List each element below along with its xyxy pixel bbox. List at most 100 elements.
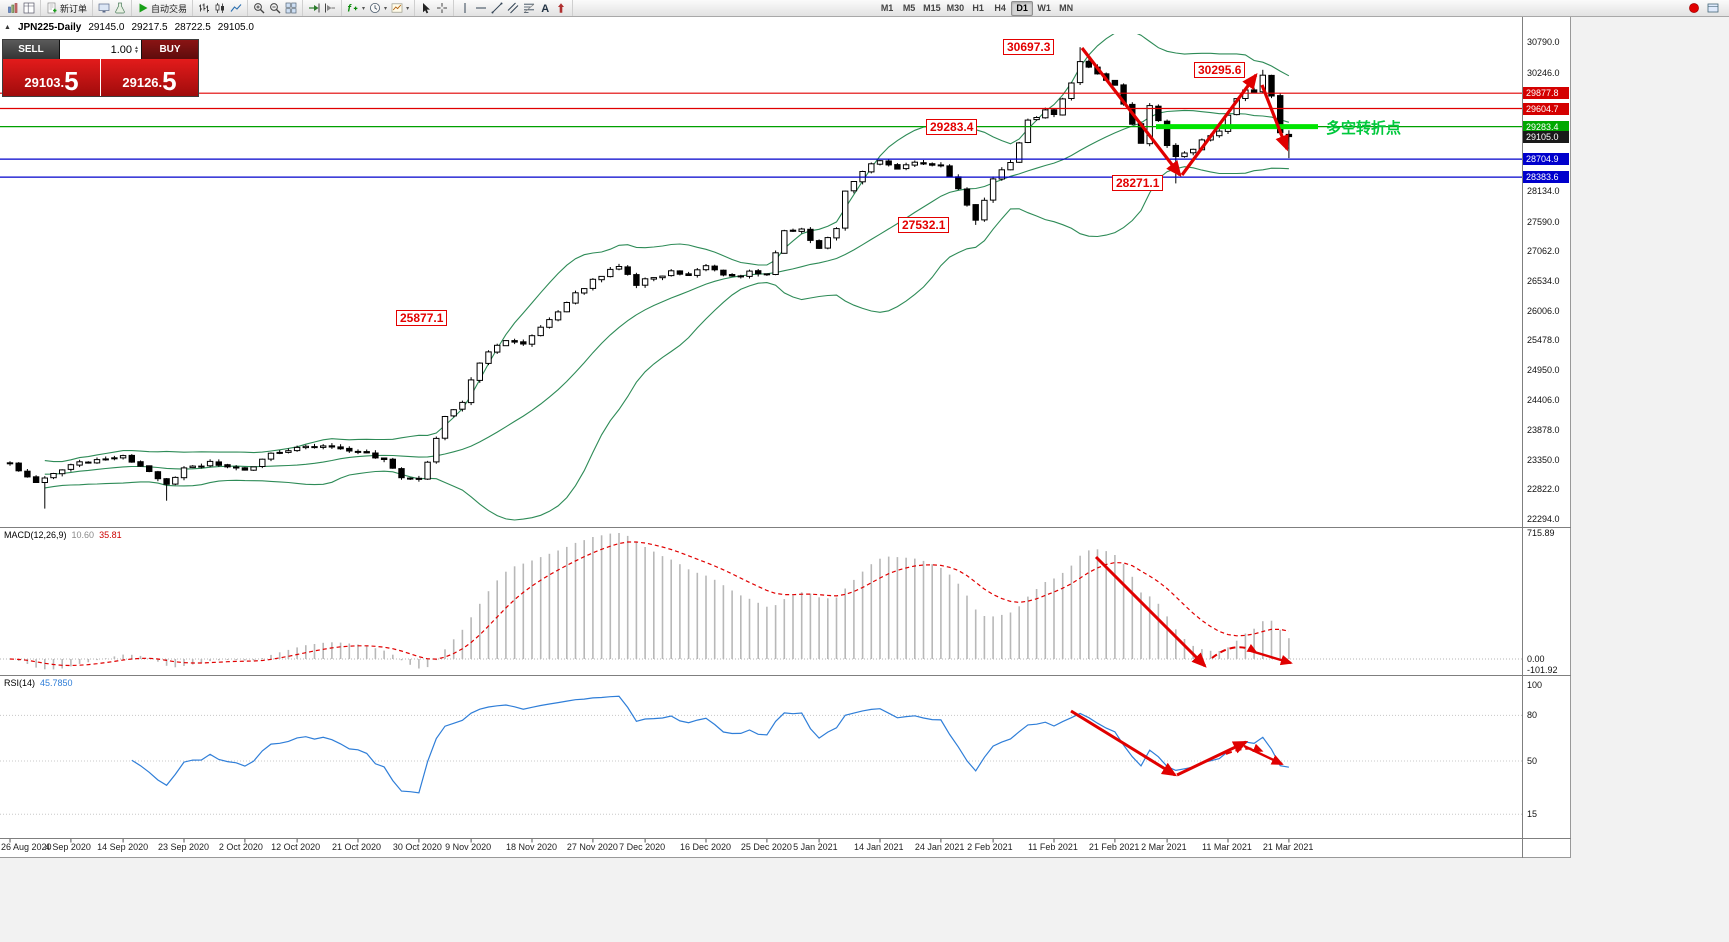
trend-arrow-annotation[interactable] — [1260, 84, 1289, 152]
toolbar-auto-scroll-button[interactable] — [306, 1, 322, 15]
trend-arrow-annotation[interactable] — [1250, 649, 1293, 666]
trend-arrow-annotation[interactable] — [1225, 743, 1264, 755]
toolbar-data-window-button[interactable] — [21, 1, 37, 15]
volume-value[interactable]: 1.00 — [110, 43, 133, 56]
toolbar-cursor-tool-button[interactable] — [418, 1, 434, 15]
toolbar-vertical-line-tool-button[interactable] — [457, 1, 473, 15]
toolbar-zoom-out-button[interactable] — [267, 1, 283, 15]
timeframe-mn-button[interactable]: MN — [1059, 2, 1074, 13]
price-annotation-label[interactable]: 30697.3 — [1003, 39, 1055, 55]
red-dot-icon — [1688, 2, 1700, 14]
chart-canvas[interactable] — [0, 17, 1571, 858]
workspace: ▲ JPN225-Daily 29145.0 29217.5 28722.5 2… — [0, 17, 1729, 942]
date-label: 21 Oct 2020 — [332, 842, 382, 852]
toolbar-arrows-tool-button[interactable] — [553, 1, 569, 15]
toolbar-terminal-button[interactable] — [96, 1, 112, 15]
price-axis-label[interactable]: 26006.0 — [1527, 305, 1560, 316]
price-axis-label[interactable]: 28134.0 — [1527, 186, 1560, 197]
price-axis-label[interactable]: 27062.0 — [1527, 246, 1560, 257]
trendline-icon — [491, 2, 503, 14]
timeframe-h1-button[interactable]: H1 — [972, 2, 984, 13]
price-annotation-label[interactable]: 30295.6 — [1194, 62, 1246, 78]
toolbar-quick-panel-button[interactable] — [1705, 1, 1721, 15]
toolbar-fibonacci-tool-button[interactable] — [521, 1, 537, 15]
toolbar-tile-windows-button[interactable] — [283, 1, 299, 15]
price-annotation-label[interactable]: 28271.1 — [1112, 175, 1164, 191]
price-annotation-label[interactable]: 25877.1 — [396, 310, 448, 326]
price-annotation-label[interactable]: 27532.1 — [898, 217, 950, 233]
toolbar-bar-chart-mode-button[interactable] — [196, 1, 212, 15]
price-annotation-label[interactable]: 29283.4 — [926, 119, 978, 135]
hline-icon — [475, 2, 487, 14]
price-axis-label[interactable]: 22822.0 — [1527, 484, 1560, 495]
price-axis-label[interactable]: 26534.0 — [1527, 275, 1560, 286]
toolbar-candlestick-mode-button[interactable] — [212, 1, 228, 15]
buy-price-display[interactable]: 29126. 5 — [101, 59, 198, 96]
templates-icon — [391, 2, 403, 14]
macd-axis-label: 0.00 — [1527, 654, 1545, 664]
trend-arrow-annotation[interactable] — [1176, 740, 1249, 777]
toolbar-periods-button[interactable]: ▾ — [367, 1, 389, 15]
sell-price-main: 29103. — [24, 75, 65, 90]
price-axis-label[interactable]: 30790.0 — [1527, 37, 1560, 47]
trend-arrow-annotation[interactable] — [1180, 72, 1258, 176]
toolbar-new-order-button[interactable]: 新订单 — [44, 1, 89, 16]
price-axis-label[interactable]: 27590.0 — [1527, 216, 1560, 227]
toolbar-zoom-in-button[interactable] — [251, 1, 267, 15]
toolbar-templates-button[interactable]: ▾ — [389, 1, 411, 15]
toolbar-trendline-tool-button[interactable] — [489, 1, 505, 15]
timeframe-d1-button[interactable]: D1 — [1011, 0, 1034, 16]
timeframe-m15-button[interactable]: M15 — [923, 2, 941, 13]
terminal-icon — [98, 2, 110, 14]
chart-symbol-title: JPN225-Daily — [17, 22, 82, 33]
price-tag: 28704.9 — [1523, 153, 1569, 166]
date-label: 2 Feb 2021 — [967, 842, 1013, 852]
toolbar-crosshair-tool-button[interactable] — [434, 1, 450, 15]
dropdown-caret-icon[interactable]: ▾ — [406, 5, 410, 12]
spinner-up-icon[interactable]: ▲ — [134, 44, 139, 51]
toolbar-alerts-button[interactable] — [1686, 1, 1702, 15]
toolbar-indicators-list-button[interactable]: f ▾ — [345, 1, 367, 15]
zoom-out-icon — [269, 2, 281, 14]
timeframe-m30-button[interactable]: M30 — [946, 2, 965, 13]
toolbar-horizontal-line-tool-button[interactable] — [473, 1, 489, 15]
timeframe-toolbar: M1 M5 M15 M30 H1 H4 D1 W1 MN — [873, 0, 1080, 16]
toolbar-channel-tool-button[interactable] — [505, 1, 521, 15]
sell-button[interactable]: SELL — [3, 40, 60, 59]
volume-spinner[interactable]: ▲ ▼ — [134, 44, 139, 55]
timeframe-m5-button[interactable]: M5 — [902, 2, 916, 13]
timeframe-m1-button[interactable]: M1 — [880, 2, 894, 13]
price-axis-label[interactable]: 23878.0 — [1527, 425, 1560, 436]
trend-arrow-annotation[interactable] — [1243, 744, 1284, 766]
price-axis-label[interactable]: 24950.0 — [1527, 364, 1560, 375]
toolbar-strategy-tester-button[interactable] — [112, 1, 128, 15]
timeframe-w1-button[interactable]: W1 — [1037, 2, 1051, 13]
trend-arrow-annotation[interactable] — [1070, 709, 1178, 777]
spinner-down-icon[interactable]: ▼ — [134, 48, 139, 55]
dropdown-caret-icon[interactable]: ▾ — [384, 5, 388, 12]
price-axis-label[interactable]: 30246.0 — [1527, 67, 1560, 78]
autotrading-play-icon — [137, 2, 149, 14]
price-axis-label[interactable]: 23350.0 — [1527, 454, 1560, 465]
trend-arrow-annotation[interactable] — [1094, 555, 1207, 668]
timeframe-h4-button[interactable]: H4 — [994, 2, 1006, 13]
dropdown-caret-icon[interactable]: ▾ — [362, 5, 366, 12]
price-axis-label[interactable]: 22294.0 — [1527, 514, 1560, 524]
one-click-collapse-icon[interactable]: ▲ — [4, 24, 11, 31]
toolbar-line-chart-mode-button[interactable] — [228, 1, 244, 15]
linechart-icon — [230, 2, 242, 14]
toolbar-chart-shift-button[interactable] — [322, 1, 338, 15]
toolbar-auto-trading-button[interactable]: 自动交易 — [135, 1, 189, 16]
toolbar-text-tool-button[interactable]: A — [537, 1, 553, 15]
buy-button[interactable]: BUY — [141, 40, 198, 59]
price-axis-label[interactable]: 25478.0 — [1527, 335, 1560, 346]
sell-price-display[interactable]: 29103. 5 — [3, 59, 100, 96]
text-annotation[interactable]: 多空转折点 — [1326, 120, 1402, 137]
volume-field[interactable]: 1.00 ▲ ▼ — [60, 40, 141, 59]
trend-arrow-annotation[interactable] — [1080, 47, 1182, 178]
rsi-axis-label: 50 — [1527, 756, 1538, 766]
zoom-in-icon — [253, 2, 265, 14]
toolbar-new-chart-button[interactable] — [5, 1, 21, 15]
price-axis-label[interactable]: 24406.0 — [1527, 395, 1560, 406]
buy-price-main: 29126. — [122, 75, 163, 90]
